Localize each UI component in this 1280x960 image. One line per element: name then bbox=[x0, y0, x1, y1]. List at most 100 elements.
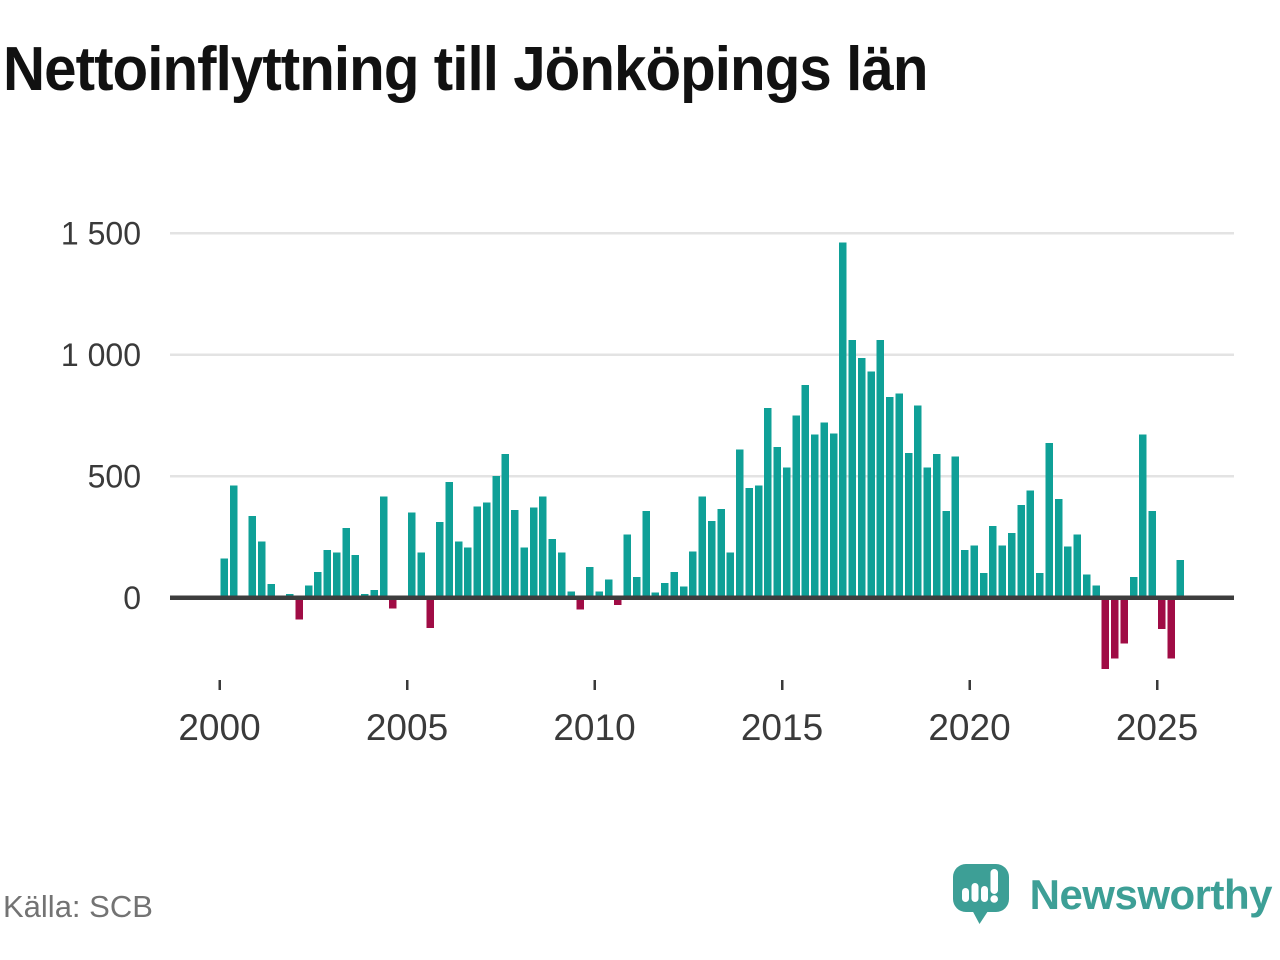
bar-2021Q3 bbox=[1026, 490, 1035, 598]
bar-2023Q3 bbox=[1101, 597, 1110, 670]
bar-2009Q4 bbox=[586, 567, 594, 598]
x-tick-label: 2015 bbox=[741, 707, 823, 748]
bar-2023Q4 bbox=[1111, 597, 1119, 659]
y-tick-label: 1 000 bbox=[61, 337, 141, 373]
bar-2012Q4 bbox=[698, 496, 707, 598]
bar-2022Q2 bbox=[1054, 499, 1063, 598]
bar-2021Q2 bbox=[1017, 505, 1025, 598]
y-tick-label: 500 bbox=[88, 459, 141, 495]
bar-2005Q3 bbox=[426, 597, 435, 628]
bar-2008Q3 bbox=[539, 496, 547, 598]
bar-2024Q3 bbox=[1139, 434, 1147, 598]
bar-2018Q2 bbox=[904, 452, 913, 598]
bar-2003Q1 bbox=[332, 552, 341, 598]
chart-title: Nettoinflyttning till Jönköpings län bbox=[3, 35, 928, 104]
bar-2024Q2 bbox=[1129, 576, 1138, 598]
bar-2012Q1 bbox=[670, 572, 678, 598]
bar-2019Q1 bbox=[932, 454, 941, 598]
bar-2018Q1 bbox=[895, 393, 903, 598]
bar-2009Q2 bbox=[567, 591, 575, 598]
bar-2021Q1 bbox=[1007, 533, 1016, 598]
bar-2017Q2 bbox=[867, 371, 875, 598]
bar-2000Q4 bbox=[248, 516, 257, 598]
x-tick-label: 2000 bbox=[178, 707, 260, 748]
bar-2002Q1 bbox=[295, 597, 303, 620]
bar-2004Q3 bbox=[389, 597, 397, 609]
bar-2010Q2 bbox=[604, 579, 613, 598]
bar-2011Q4 bbox=[661, 582, 669, 598]
bar-2004Q2 bbox=[379, 496, 388, 598]
bar-2024Q4 bbox=[1148, 511, 1157, 598]
bar-2006Q1 bbox=[445, 482, 453, 598]
bar-2014Q1 bbox=[745, 488, 753, 598]
bar-2007Q2 bbox=[492, 476, 500, 598]
bar-2022Q4 bbox=[1073, 534, 1082, 598]
x-tick-label: 2010 bbox=[553, 707, 635, 748]
bar-2015Q4 bbox=[811, 434, 819, 598]
bar-2018Q4 bbox=[923, 467, 932, 598]
bar-2005Q1 bbox=[407, 512, 416, 598]
bar-2017Q1 bbox=[857, 358, 866, 598]
bar-2015Q2 bbox=[792, 415, 800, 598]
bar-2013Q4 bbox=[736, 449, 744, 598]
x-tick-label: 2025 bbox=[1116, 707, 1198, 748]
bar-2017Q4 bbox=[886, 397, 894, 598]
bar-2019Q3 bbox=[951, 456, 960, 598]
bar-2025Q3 bbox=[1176, 559, 1185, 598]
bar-2015Q1 bbox=[782, 467, 791, 598]
bar-2013Q3 bbox=[726, 552, 735, 598]
bar-2001Q2 bbox=[267, 584, 275, 598]
bar-2007Q1 bbox=[482, 502, 491, 598]
bar-2008Q2 bbox=[529, 507, 538, 598]
bar-2019Q4 bbox=[961, 550, 969, 598]
newsworthy-branding: Newsworthy bbox=[950, 860, 1273, 930]
newsworthy-wordmark: Newsworthy bbox=[1029, 871, 1273, 918]
bar-2025Q2 bbox=[1167, 597, 1175, 659]
bar-2003Q3 bbox=[351, 555, 360, 598]
bar-2016Q4 bbox=[848, 339, 857, 598]
bar-2014Q2 bbox=[754, 485, 763, 598]
bar-2016Q1 bbox=[820, 422, 828, 598]
bar-2006Q3 bbox=[464, 547, 472, 598]
bar-2020Q2 bbox=[979, 573, 988, 598]
bar-2007Q4 bbox=[511, 510, 519, 598]
bar-2022Q3 bbox=[1064, 546, 1072, 598]
bar-2014Q4 bbox=[773, 446, 782, 598]
bar-2006Q2 bbox=[454, 541, 463, 598]
bar-2002Q2 bbox=[304, 585, 313, 598]
bar-2003Q2 bbox=[342, 528, 350, 598]
bar-2010Q4 bbox=[623, 534, 632, 598]
source-label: Källa: SCB bbox=[3, 889, 153, 924]
bar-2013Q2 bbox=[717, 508, 725, 598]
bar-2020Q3 bbox=[989, 525, 997, 598]
bar-2005Q4 bbox=[436, 522, 444, 598]
bar-2012Q2 bbox=[679, 586, 688, 598]
bar-2023Q1 bbox=[1082, 574, 1091, 598]
bar-2019Q2 bbox=[942, 511, 950, 598]
y-tick-label: 1 500 bbox=[61, 216, 141, 252]
bar-2012Q3 bbox=[689, 551, 697, 598]
bar-chart: 0 500 1 000 1 500 2000 2005 2010 2015 2020 2025 bbox=[61, 216, 1234, 748]
bar-2017Q3 bbox=[876, 339, 885, 598]
x-tick-label: 2020 bbox=[928, 707, 1010, 748]
bar-2023Q2 bbox=[1092, 585, 1100, 598]
bar-2009Q1 bbox=[557, 552, 566, 598]
bar-2008Q1 bbox=[520, 547, 528, 598]
bar-2002Q3 bbox=[314, 572, 322, 598]
bar-2021Q4 bbox=[1036, 573, 1044, 598]
bar-2014Q3 bbox=[764, 408, 772, 598]
newsworthy-logo-icon bbox=[952, 864, 1009, 924]
bar-2022Q1 bbox=[1045, 443, 1053, 598]
bar-2011Q3 bbox=[651, 592, 660, 598]
bar-2016Q2 bbox=[829, 433, 838, 598]
bar-2020Q1 bbox=[970, 545, 978, 598]
bar-2008Q4 bbox=[548, 539, 557, 598]
bar-2018Q3 bbox=[914, 405, 922, 598]
bar-2016Q3 bbox=[839, 242, 847, 598]
bar-2011Q2 bbox=[642, 511, 650, 598]
bar-2020Q4 bbox=[998, 545, 1007, 598]
bar-2024Q1 bbox=[1120, 597, 1128, 644]
bar-2007Q3 bbox=[501, 454, 510, 598]
bar-2000Q1 bbox=[220, 558, 228, 598]
bar-2025Q1 bbox=[1157, 597, 1166, 630]
